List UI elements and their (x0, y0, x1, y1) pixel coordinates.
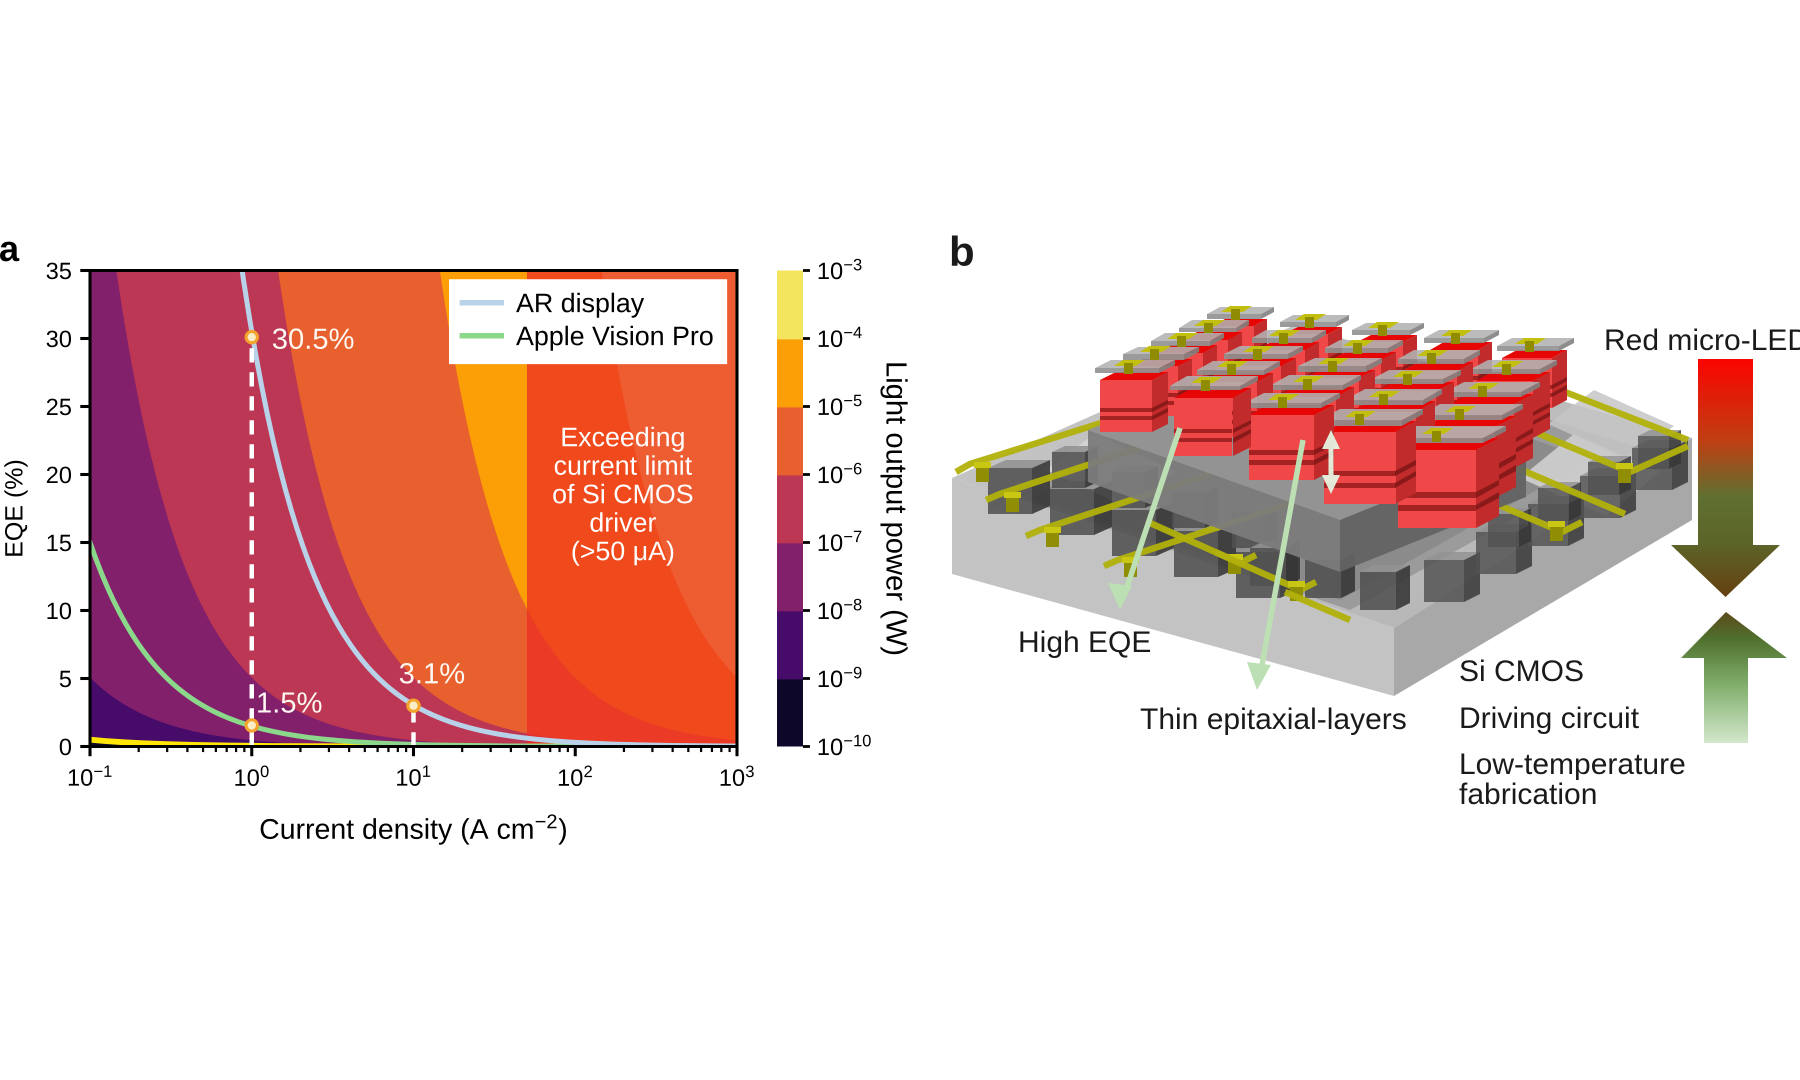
svg-text:Driving circuit: Driving circuit (1459, 702, 1640, 735)
svg-text:b: b (949, 228, 975, 275)
svg-text:High EQE: High EQE (1018, 626, 1151, 659)
svg-text:Thin epitaxial-layers: Thin epitaxial-layers (1140, 703, 1407, 736)
svg-text:Low-temperature: Low-temperature (1459, 748, 1686, 781)
svg-text:Red micro-LEDs: Red micro-LEDs (1604, 324, 1800, 357)
svg-text:fabrication: fabrication (1459, 778, 1597, 811)
svg-text:Si CMOS: Si CMOS (1459, 655, 1584, 688)
